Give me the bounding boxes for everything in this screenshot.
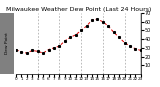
Title: Milwaukee Weather Dew Point (Last 24 Hours): Milwaukee Weather Dew Point (Last 24 Hou… xyxy=(6,7,151,12)
Text: Dew Point: Dew Point xyxy=(5,33,9,54)
